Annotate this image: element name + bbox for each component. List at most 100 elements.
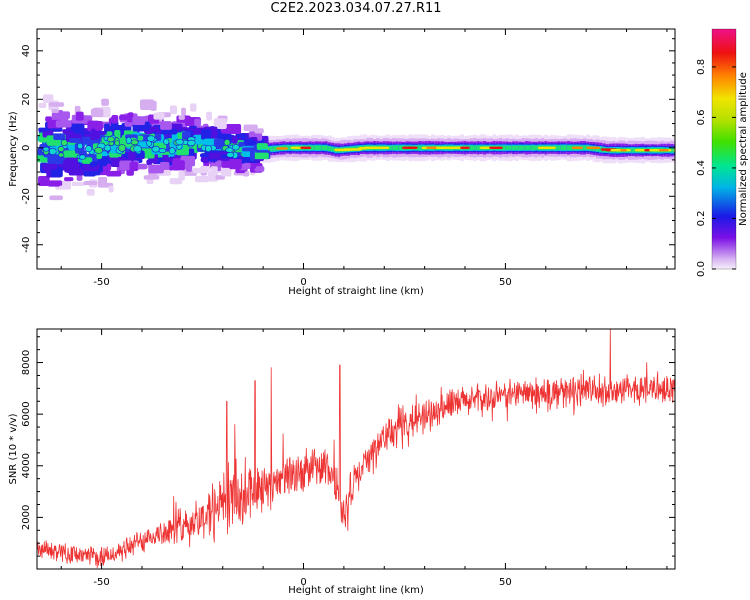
spectrogram-cell [213,118,227,129]
spectrogram-cell [534,145,539,151]
spectrogram-cell [473,145,477,150]
spectrogram-cell [169,105,177,115]
spectrogram-cell [243,124,258,132]
spectrogram-cell [392,145,397,151]
spectrogram-cell [63,150,76,158]
spectrogram-cell [77,142,84,150]
spectrogram-cell [631,148,636,153]
spectrogram-cell [47,154,59,166]
spectrogram-cell [42,163,58,170]
spectrogram-cell [620,149,627,152]
spectrogram-cell [318,145,322,150]
spectrogram-cell [209,152,223,158]
spectrogram-cell [406,146,417,149]
spectrogram-cell [566,145,571,151]
spectrogram-ytick-label: 0 [21,145,32,151]
spectrogram-cell [101,160,108,167]
spectrogram-cell [557,145,561,151]
spectrogram-cell [153,112,165,120]
spectrogram-cell [515,145,519,150]
snr-ylabel: SNR (10 * v/v) [8,413,19,484]
spectrogram-ytick-label: -20 [21,188,32,204]
spectrogram-cell [582,145,587,151]
snr-xtick-label: -50 [93,577,109,588]
spectrogram-cell [220,154,228,159]
snr-panel: -50 0 50 2000 4000 6000 8000 Height of straigh… [8,328,676,596]
spectrogram-cell [206,111,213,121]
figure-title: C2E2.2023.034.07.27.R11 [270,1,442,16]
spectrogram-cell [528,145,532,150]
spectrogram-cell [199,153,212,158]
spectrogram-cell [327,146,332,151]
spectrogram-cell [253,152,269,160]
snr-ytick-label: 4000 [21,453,32,478]
spectrogram-cell [143,175,160,180]
spectrogram-cell [276,147,288,150]
spectrogram-cell [220,166,232,177]
spectrogram-cell [489,146,503,149]
spectrogram-cell [249,150,255,161]
spectrogram-cell [207,170,219,182]
spectrogram-cell [178,171,185,181]
colorbar-label: Normalized spectral amplitude [738,72,749,226]
spectrogram-cell [61,111,70,119]
spectrogram-cell [146,135,156,142]
spectrogram-cell [71,182,86,187]
spectrogram-cell [48,102,65,107]
snr-ytick-label: 2000 [21,505,32,530]
spectrogram-cell [229,159,242,170]
spectrogram-cell [231,144,240,151]
spectrogram-cell [243,162,251,169]
spectrogram-cell [90,133,98,141]
spectrogram-cell [106,170,122,177]
spectrogram-cell [161,128,178,135]
spectrogram-cell [105,163,112,171]
spectrogram-cell [502,145,507,150]
snr-frame [36,328,676,570]
spectrogram-cell [111,115,119,124]
spectrogram-cell [130,139,139,146]
snr-ytick-label: 6000 [21,401,32,426]
spectrogram-cell [96,152,102,159]
spectrogram-heatmap [37,29,675,269]
colorbar-gradient [712,29,736,269]
spectrogram-cell [38,155,48,163]
spectrogram-cell [195,175,209,183]
spectrogram-cell [300,146,312,149]
spectrogram-cell [117,144,127,152]
spectrogram-cell [128,112,134,116]
spectrogram-cell [63,177,74,182]
spectrogram-cell [125,136,132,145]
spectrogram-cell [542,146,556,149]
spectrogram-xtick-label: 50 [499,277,512,288]
spectrogram-ylabel: Frequency (Hz) [8,111,19,187]
spectrogram-cell [269,146,274,152]
spectrogram-cell [272,146,277,151]
spectrogram-panel: -50 0 50 -40 -20 0 20 40 Height of straight lin… [8,28,676,297]
spectrogram-cell [521,145,526,150]
spectrogram-axes: -50 0 50 -40 -20 0 20 40 [21,29,675,288]
spectrogram-cell [90,108,104,118]
spectrogram-cell [53,134,66,140]
spectrogram-cell [108,185,114,193]
spectrogram-cell [343,148,362,151]
spectrogram-cell [194,118,201,127]
spectrogram-xtick-label: -50 [93,277,109,288]
spectrogram-cell [101,98,109,106]
spectrogram-cell [146,159,152,166]
spectrogram-cell [372,146,390,149]
spectrogram-cell [418,145,423,151]
colorbar-tick-label: 0.8 [696,59,707,75]
spectrogram-cell [460,146,470,149]
spectrogram-cell [119,114,130,121]
spectrogram-cell [226,152,235,158]
spectrogram-cell [244,139,254,146]
spectrogram-cell [140,99,155,110]
colorbar-tick-label: 0.6 [696,109,707,125]
spectrogram-ytick-label: 20 [21,93,32,106]
spectrogram-cell [94,146,103,154]
spectrogram-cell [389,145,393,150]
spectrogram-cell [586,146,601,149]
spectrogram-cell [90,161,97,167]
